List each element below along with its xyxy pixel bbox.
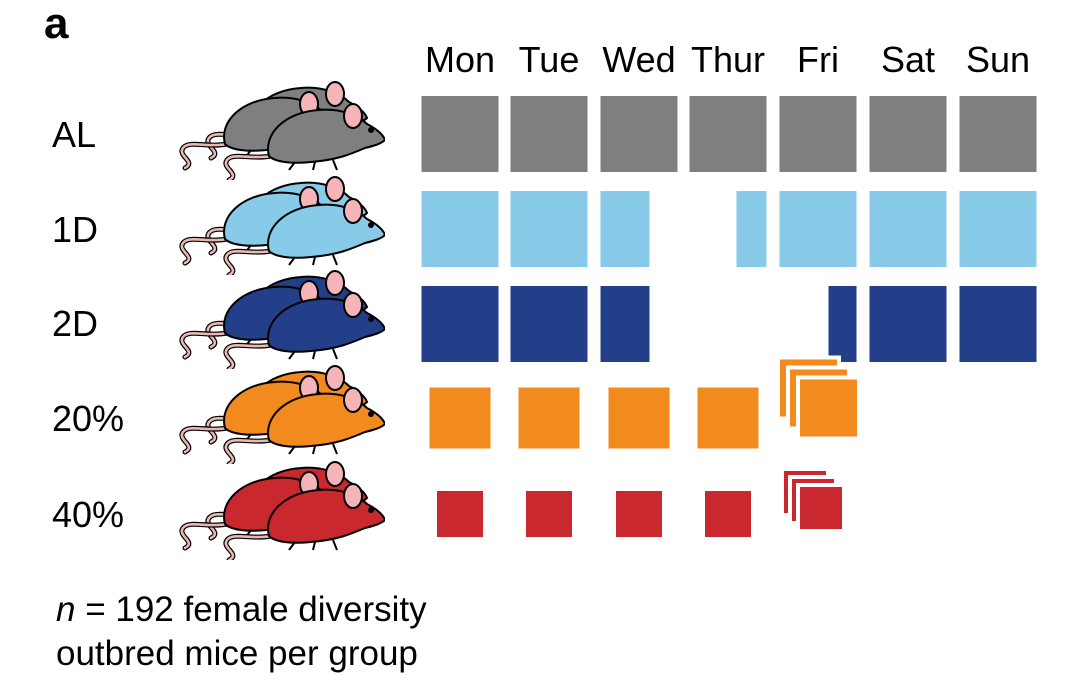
day-header-thur: Thur — [690, 39, 766, 80]
mouse-trio-icon — [145, 364, 387, 467]
day-header-mon: Mon — [424, 39, 496, 80]
footnote-line-1: n = 192 female diversity — [56, 588, 427, 632]
mouse-trio-icon — [145, 175, 387, 278]
mouse-trio-icon — [145, 460, 387, 563]
feeding-cell-1d-wed — [600, 191, 650, 267]
feeding-cell-40pct-thur — [705, 491, 751, 537]
feeding-cell-al-sun — [959, 96, 1037, 172]
mouse-trio-icon — [145, 80, 387, 183]
day-header-fri: Fri — [797, 39, 839, 80]
feeding-cell-1d-fri — [779, 191, 857, 267]
group-label-2d: 2D — [52, 303, 99, 344]
feeding-cell-1d-thur — [736, 191, 767, 267]
panel-label: a — [44, 0, 69, 48]
feeding-cell-2d-fri — [828, 286, 857, 362]
feeding-cell-al-wed — [600, 96, 678, 172]
feeding-cell-al-thur — [689, 96, 767, 172]
day-header-sun: Sun — [965, 39, 1031, 80]
feeding-cell-1d-mon — [421, 191, 499, 267]
feeding-cell-al-sat — [869, 96, 947, 172]
feeding-cell-20pct-wed — [608, 387, 670, 449]
feeding-cell-al-mon — [421, 96, 499, 172]
feeding-cell-2d-sat — [869, 286, 947, 362]
day-header-sat: Sat — [880, 39, 936, 80]
feeding-cell-40pct-wed — [616, 491, 662, 537]
feeding-cell-20pct-thur — [697, 387, 759, 449]
feeding-cell-1d-tue — [510, 191, 588, 267]
footnote: n = 192 female diversity outbred mice pe… — [56, 588, 427, 676]
group-label-40pct: 40% — [52, 494, 125, 535]
group-label-al: AL — [52, 114, 97, 155]
feeding-cell-2d-sun — [959, 286, 1037, 362]
feeding-cell-20pct-tue — [518, 387, 580, 449]
footnote-n: n — [56, 590, 76, 629]
day-header-wed: Wed — [602, 39, 676, 80]
feeding-cell-20pct-mon — [429, 387, 491, 449]
feeding-cell-40pct-mon — [437, 491, 483, 537]
feeding-cell-2d-tue — [510, 286, 588, 362]
feeding-cell-20pct-fri-stack-core — [804, 383, 853, 433]
feeding-cell-2d-wed — [600, 286, 650, 362]
feeding-cell-2d-mon — [421, 286, 499, 362]
day-header-tue: Tue — [518, 39, 580, 80]
footnote-line-2: outbred mice per group — [56, 634, 418, 673]
mouse-trio-icon — [145, 269, 387, 372]
feeding-cell-al-tue — [510, 96, 588, 172]
feeding-cell-40pct-fri-stack-core — [804, 491, 838, 525]
group-label-1d: 1D — [52, 209, 99, 250]
feeding-cell-1d-sun — [959, 191, 1037, 267]
feeding-cell-40pct-tue — [526, 491, 572, 537]
group-label-20pct: 20% — [52, 398, 125, 439]
feeding-cell-al-fri — [779, 96, 857, 172]
feeding-cell-1d-sat — [869, 191, 947, 267]
footnote-line-1-text: = 192 female diversity — [75, 590, 427, 629]
